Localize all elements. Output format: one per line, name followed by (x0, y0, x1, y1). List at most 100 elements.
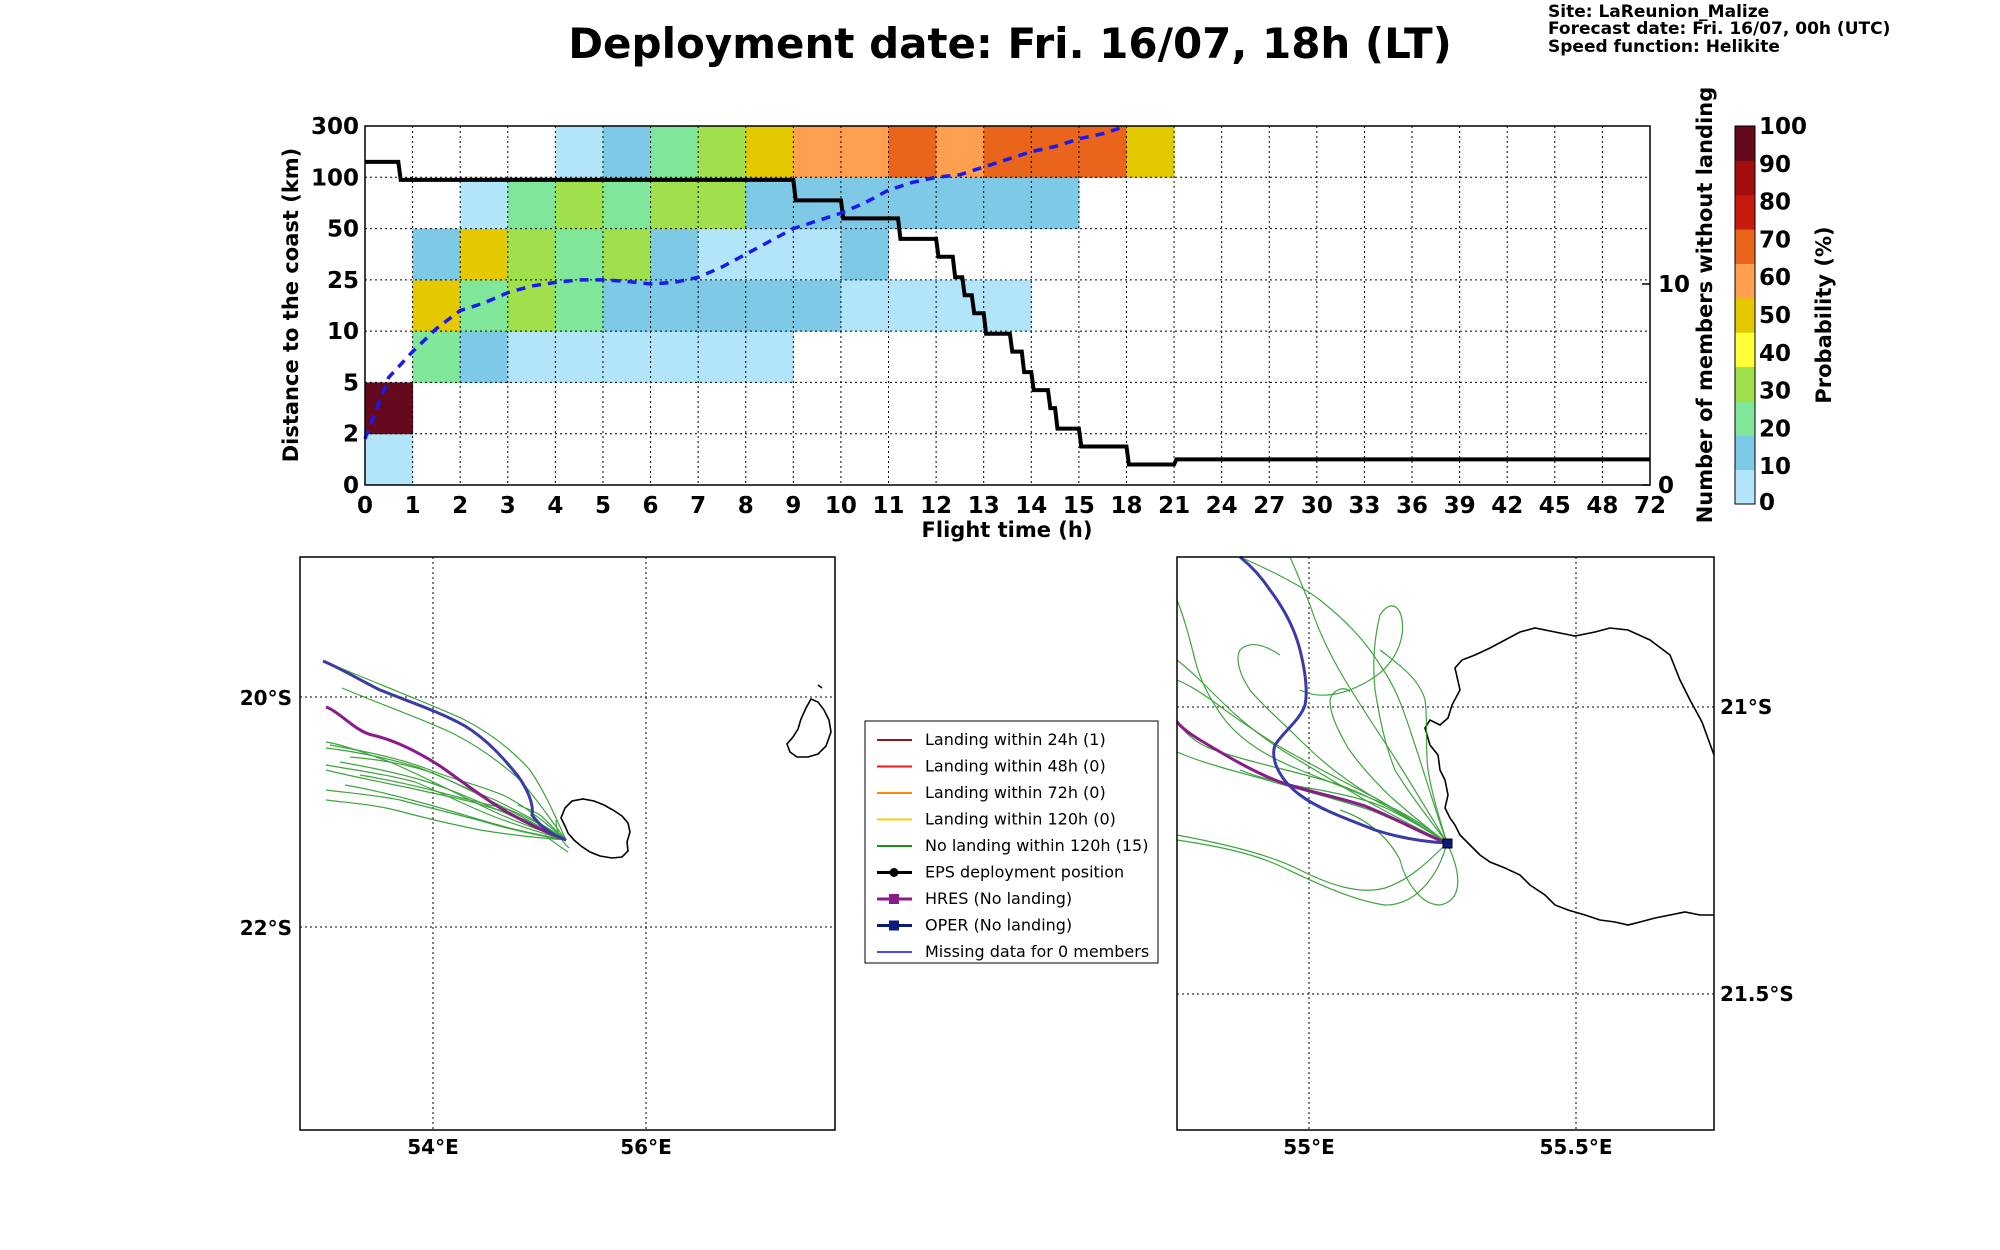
x-tick-labels: 0 1 2 3 4 5 6 7 8 9 10 11 12 13 14 15 18 21 24 27 30 33 36 39 42… (357, 493, 1666, 519)
y-tick-label: 2 (343, 422, 359, 448)
heatmap-cell (698, 279, 747, 332)
x-tick-label: 14 (1015, 493, 1047, 519)
heatmap-cell (840, 126, 890, 178)
colorbar-swatch (1735, 229, 1755, 264)
heatmap-cell (555, 279, 604, 332)
y2-axis-label: Number of members without landing (1693, 87, 1717, 524)
heatmap-cell (507, 228, 556, 281)
legend-marker (889, 868, 899, 877)
heatmap-cell (507, 177, 556, 230)
heatmap-cell (983, 126, 1032, 178)
heatmap-cell (650, 177, 699, 230)
legend-label: Landing within 72h (0) (925, 783, 1106, 802)
heatmap-cell (745, 177, 794, 230)
y-tick-label: 100 (311, 165, 359, 191)
heatmap-cell (460, 228, 509, 281)
legend-label: OPER (No landing) (925, 916, 1072, 935)
heatmap-cell (745, 331, 794, 383)
colorbar-tick-label: 20 (1759, 416, 1791, 442)
colorbar-swatch (1735, 126, 1755, 161)
speed-function-label: Speed function: Helikite (1548, 37, 1780, 57)
colorbar-frame (1734, 125, 1756, 505)
y2-tick-labels: 0 10 (1642, 272, 1690, 499)
lat-tick: 22°S (240, 916, 292, 940)
y-axis-label: Distance to the coast (km) (279, 148, 303, 463)
heatmap-cell (650, 331, 699, 383)
heatmap-cell (460, 279, 509, 332)
heatmap-cell (602, 331, 652, 383)
colorbar-tick-label: 100 (1759, 114, 1807, 140)
x-tick-label: 18 (1110, 493, 1142, 519)
lon-tick: 54°E (407, 1135, 459, 1159)
x-tick-label: 48 (1586, 493, 1618, 519)
colorbar-tick-label: 0 (1759, 490, 1775, 516)
lat-tick: 21°S (1720, 695, 1772, 719)
colorbar-tick-label: 50 (1759, 303, 1791, 329)
heatmap-cell (1126, 126, 1175, 178)
heatmap-cell (698, 228, 747, 281)
heatmap-grid (365, 126, 1650, 485)
colorbar-tick-label: 30 (1759, 379, 1791, 405)
heatmap-cell (555, 228, 604, 281)
x-tick-label: 6 (643, 493, 659, 519)
heatmap-cell (365, 433, 414, 486)
y-tick-label: 0 (343, 473, 359, 499)
x-tick-label: 3 (500, 493, 516, 519)
x-tick-label: 36 (1396, 493, 1428, 519)
coastline-reunion (560, 798, 631, 859)
legend-frame (864, 720, 1159, 964)
heatmap-cell (602, 279, 652, 332)
heatmap-cell (698, 331, 747, 383)
ensemble-trajectories (325, 661, 570, 853)
y2-tick-label: 10 (1658, 272, 1690, 298)
colorbar-tick-label: 90 (1759, 152, 1791, 178)
oper-trajectory (322, 659, 567, 842)
heatmap-cells (365, 126, 1175, 486)
legend: Landing within 24h (1) Landing within 48h… (864, 720, 1159, 964)
heatmap-cell (460, 177, 509, 230)
legend-label: HRES (No landing) (925, 889, 1072, 908)
heatmap-cell (412, 228, 461, 281)
heatmap-cell (888, 126, 937, 178)
heatmap-cell (698, 126, 747, 178)
y2-tick-label: 0 (1658, 473, 1674, 499)
heatmap-cell (650, 228, 699, 281)
map-left-frame (299, 556, 836, 1131)
heatmap-cell (1031, 126, 1080, 178)
x-tick-label: 9 (785, 493, 801, 519)
colorbar-swatch (1735, 332, 1755, 368)
deployment-marker (1442, 838, 1453, 849)
heatmap-cell (365, 382, 414, 435)
heatmap-cell (793, 177, 842, 230)
heatmap-cell (793, 279, 842, 332)
x-tick-label: 10 (825, 493, 857, 519)
x-tick-label: 1 (405, 493, 421, 519)
heatmap-cell (888, 279, 937, 332)
lon-tick: 56°E (620, 1135, 672, 1159)
mean-distance-line (363, 124, 1128, 440)
y-tick-label: 300 (311, 114, 359, 140)
heatmap-frame (364, 125, 1651, 486)
heatmap-cell (650, 279, 699, 332)
x-tick-label: 5 (595, 493, 611, 519)
heatmap-cell (840, 228, 890, 281)
heatmap-cell (555, 177, 604, 230)
map-right-frame (1176, 556, 1715, 1131)
heatmap-cell (555, 126, 604, 178)
x-tick-label: 33 (1348, 493, 1380, 519)
colorbar-swatch (1735, 435, 1755, 471)
legend-label: Landing within 120h (0) (925, 810, 1116, 829)
heatmap-cell (412, 331, 461, 383)
members-without-landing-line (365, 159, 1650, 467)
y-tick-label: 50 (327, 217, 359, 243)
colorbar-swatch (1735, 400, 1755, 436)
heatmap-cell (1031, 177, 1080, 230)
heatmap-cell (983, 177, 1032, 230)
heatmap-cell (555, 331, 604, 383)
heatmap-cell (460, 331, 509, 383)
x-axis-label: Flight time (h) (922, 518, 1093, 542)
chart-title: Deployment date: Fri. 16/07, 18h (LT) (568, 19, 1452, 68)
legend-label: Landing within 24h (1) (925, 730, 1106, 749)
legend-label: Landing within 48h (0) (925, 757, 1106, 776)
